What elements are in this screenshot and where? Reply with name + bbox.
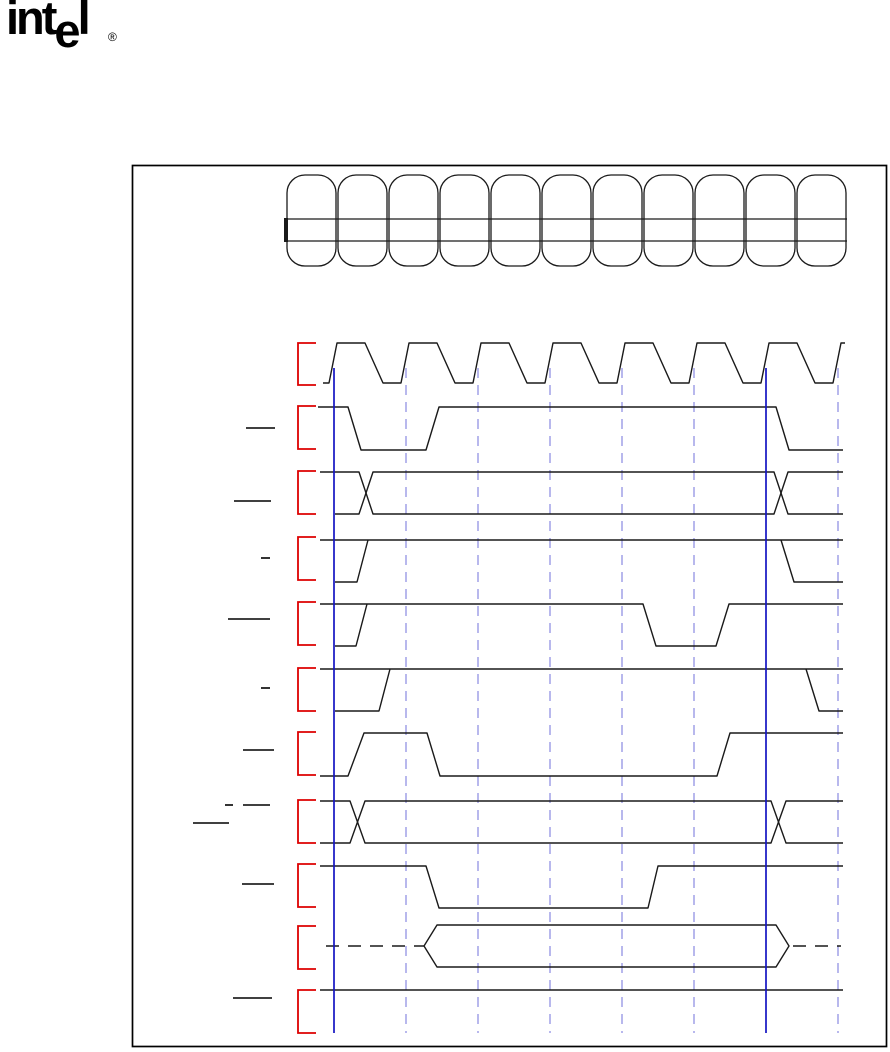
logo-dropped-e: e: [54, 4, 80, 57]
signal-bracket: [297, 536, 316, 581]
waveform-clk: [323, 342, 845, 384]
logo-part-l: l: [77, 0, 91, 44]
state-bubble: [388, 174, 439, 267]
waveform-row9: [320, 865, 843, 909]
waveform-row2: [318, 406, 843, 451]
signal-bracket: [297, 925, 316, 970]
state-bubble: [643, 174, 694, 267]
waveform-segment: [335, 471, 843, 515]
signal-bracket: [297, 405, 316, 450]
waveform-segment: [318, 406, 843, 451]
waveform-segment: [320, 471, 843, 515]
waveform-row10-data: [326, 924, 841, 968]
state-bubble: [796, 174, 847, 267]
state-bubble: [490, 174, 541, 267]
signal-bracket: [297, 342, 316, 386]
waveform-segment: [320, 800, 843, 844]
signal-bracket: [297, 863, 316, 908]
signal-bracket: [297, 601, 316, 646]
state-bubble: [694, 174, 745, 267]
waveform-row4: [320, 539, 843, 583]
signal-bracket: [297, 799, 316, 844]
waveform-row5: [320, 603, 843, 647]
intel-logo-text: intel: [6, 0, 91, 56]
waveform-segment: [805, 668, 843, 712]
state-bubble: [592, 174, 643, 267]
state-bubble: [286, 174, 337, 267]
waveform-segment: [323, 342, 845, 384]
waveform-row7: [320, 732, 843, 777]
waveform-segment: [423, 924, 790, 968]
waveform-segment: [335, 539, 369, 583]
waveform-segment: [320, 865, 843, 909]
registered-mark-icon: ®: [108, 30, 117, 44]
waveform-row6: [320, 668, 843, 712]
signal-bracket: [297, 989, 316, 1034]
state-bubble: [745, 174, 796, 267]
logo-part-int: int: [6, 0, 57, 44]
waveform-row3-bus: [320, 471, 843, 515]
state-bubble: [337, 174, 388, 267]
waveform-segment: [335, 603, 368, 647]
figure-frame: [131, 164, 888, 1048]
signal-bracket: [297, 731, 316, 776]
waveform-segment: [780, 539, 843, 583]
waveform-segment: [320, 732, 843, 777]
waveform-row8-bus: [320, 800, 843, 844]
waveform-segment: [320, 603, 843, 647]
intel-logo: intel ®: [6, 0, 117, 56]
state-bubble: [541, 174, 592, 267]
state-bubble-row: [284, 174, 847, 267]
signal-bracket: [297, 667, 316, 712]
waveform-segment: [335, 668, 391, 712]
signal-bracket: [297, 470, 316, 515]
waveform-segment: [320, 800, 843, 844]
state-bubble: [439, 174, 490, 267]
bubble-rail-cap: [284, 218, 288, 242]
